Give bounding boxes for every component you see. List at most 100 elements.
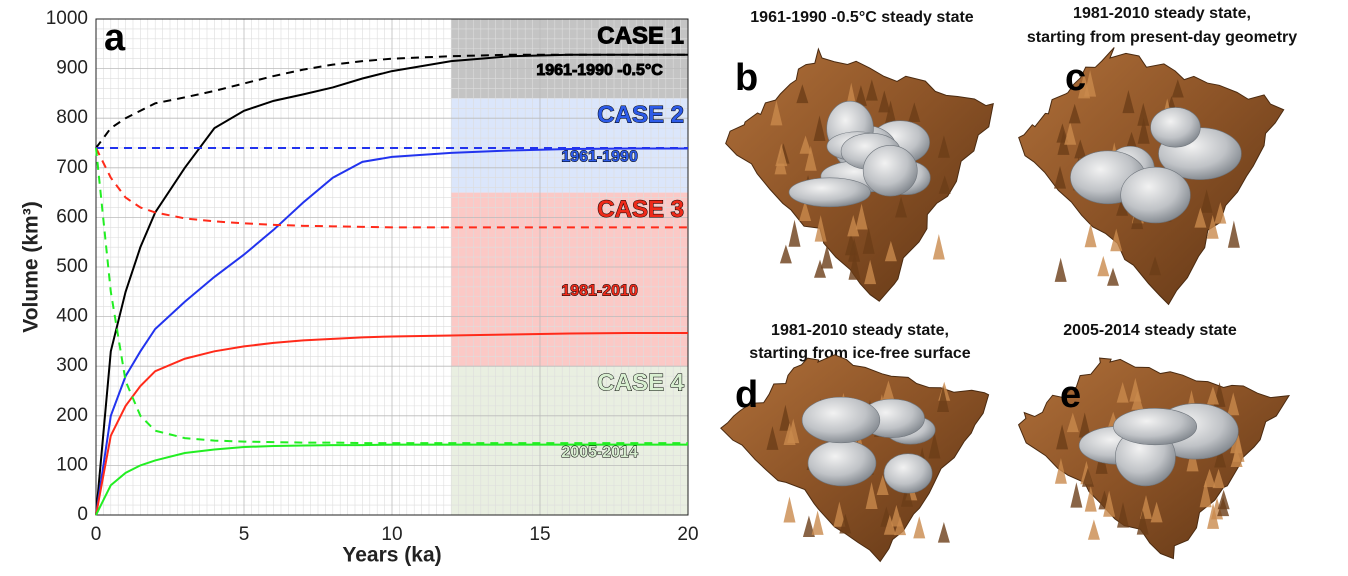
terrain-ridge: [1206, 386, 1219, 405]
terrain-ridge: [1117, 502, 1130, 528]
terrain-ridge: [804, 145, 817, 171]
y-tick-label: 500: [56, 256, 88, 277]
terrain-ridge: [1078, 412, 1091, 438]
panel-letter: d: [735, 374, 758, 416]
panel-title: starting from ice-free surface: [749, 345, 971, 362]
terrain-ridge: [895, 196, 908, 218]
ice-mass: [883, 453, 933, 494]
terrain-ridge: [1056, 123, 1069, 143]
terrain-ridge: [1129, 377, 1142, 402]
terrain-ridge: [1054, 165, 1067, 189]
ice-mass: [1113, 407, 1198, 446]
terrain-ridge: [864, 259, 877, 285]
panel-title: 2005-2014 steady state: [1063, 322, 1237, 339]
period-label: 1961-1990 -0.5°C: [536, 62, 663, 79]
series-line: [95, 53, 688, 149]
terrain-ridge: [1171, 79, 1184, 98]
terrain-ridge: [788, 219, 801, 247]
panel-letter: e: [1060, 374, 1081, 416]
terrain-ridge: [913, 516, 926, 539]
terrain-ridge: [1084, 223, 1097, 248]
terrain-ridge: [1203, 468, 1216, 488]
terrain-ridge: [1227, 392, 1240, 416]
y-tick-label: 1000: [46, 8, 88, 29]
terrain-ridge: [779, 404, 792, 431]
case-label: CASE 1: [597, 22, 684, 49]
terrain-ridge: [814, 259, 827, 278]
terrain-ridge: [1207, 502, 1220, 529]
y-tick-label: 800: [56, 107, 88, 128]
terrain-ridge: [766, 426, 779, 450]
x-tick-label: 20: [677, 524, 698, 545]
series-line: [95, 53, 688, 516]
terrain-ridge: [833, 501, 846, 527]
terrain-ridge: [1125, 131, 1138, 150]
terrain-ridge: [1078, 72, 1091, 99]
terrain-ridge: [796, 84, 809, 104]
terrain-ridge: [908, 102, 921, 122]
terrain-ridge: [878, 90, 891, 113]
terrain-ridge: [865, 79, 878, 101]
terrain-ridge: [1199, 480, 1212, 508]
terrain-ridge: [884, 240, 897, 262]
terrain-ridge: [900, 481, 913, 507]
period-label: 1981-2010: [561, 283, 638, 300]
terrain-ridge: [928, 432, 941, 459]
y-tick-label: 300: [56, 355, 88, 376]
series-line: [95, 147, 688, 445]
series-line: [95, 147, 688, 229]
terrain-ridge: [1200, 189, 1213, 213]
series-line: [95, 443, 688, 516]
terrain-ridge: [937, 521, 950, 543]
terrain-ridge: [1074, 139, 1087, 159]
terrain-ridge: [1084, 486, 1097, 512]
terrain-ridge: [1056, 424, 1069, 450]
terrain-ridge: [1066, 412, 1079, 433]
terrain-ridge: [862, 227, 875, 254]
ice-mass: [1150, 107, 1201, 148]
terrain-render: [1018, 47, 1285, 306]
panel-title: starting from present-day geometry: [1027, 29, 1297, 46]
terrain-ridge: [1227, 220, 1240, 248]
terrain-ridge: [1137, 117, 1150, 144]
terrain-ridge: [770, 100, 783, 126]
terrain-ridge: [1097, 255, 1110, 277]
ice-mass: [862, 145, 918, 197]
period-label: 2005-2014: [561, 444, 638, 461]
terrain-ridge: [1054, 257, 1067, 282]
terrain-ridge: [839, 513, 852, 534]
terrain-ridge: [1103, 490, 1116, 517]
terrain-ridge: [882, 380, 895, 401]
terrain-ridge: [1136, 510, 1149, 535]
y-tick-label: 400: [56, 306, 88, 327]
terrain-ridge: [884, 100, 897, 126]
terrain-ridge: [1064, 121, 1077, 145]
terrain-ridge: [779, 244, 792, 264]
terrain-ridge: [787, 418, 800, 444]
terrain-ridge: [1068, 103, 1081, 124]
terrain-ridge: [1116, 196, 1129, 216]
terrain-ridge: [1107, 267, 1120, 286]
terrain-ridge: [938, 175, 951, 194]
terrain-ridge: [1054, 458, 1067, 484]
terrain-ridge: [1087, 519, 1100, 540]
terrain-ridge: [1214, 202, 1227, 224]
panel-letter: b: [735, 57, 758, 99]
terrain-render: [1017, 357, 1291, 560]
terrain-ridge: [865, 481, 878, 510]
y-tick-label: 0: [77, 504, 88, 525]
terrain-ridge: [1149, 256, 1162, 276]
terrain-ridge: [783, 496, 796, 523]
x-tick-label: 0: [91, 524, 102, 545]
terrain-ridge: [1150, 501, 1163, 523]
terrain-ridge: [820, 244, 833, 269]
terrain-ridge: [1110, 228, 1123, 252]
terrain-ridge: [799, 200, 812, 221]
terrain-ridge: [876, 475, 889, 495]
panel-letter: a: [104, 17, 126, 59]
y-tick-label: 100: [56, 454, 88, 475]
series-line: [95, 331, 688, 516]
case-label: CASE 4: [597, 370, 684, 397]
terrain-ridge: [1206, 214, 1219, 239]
